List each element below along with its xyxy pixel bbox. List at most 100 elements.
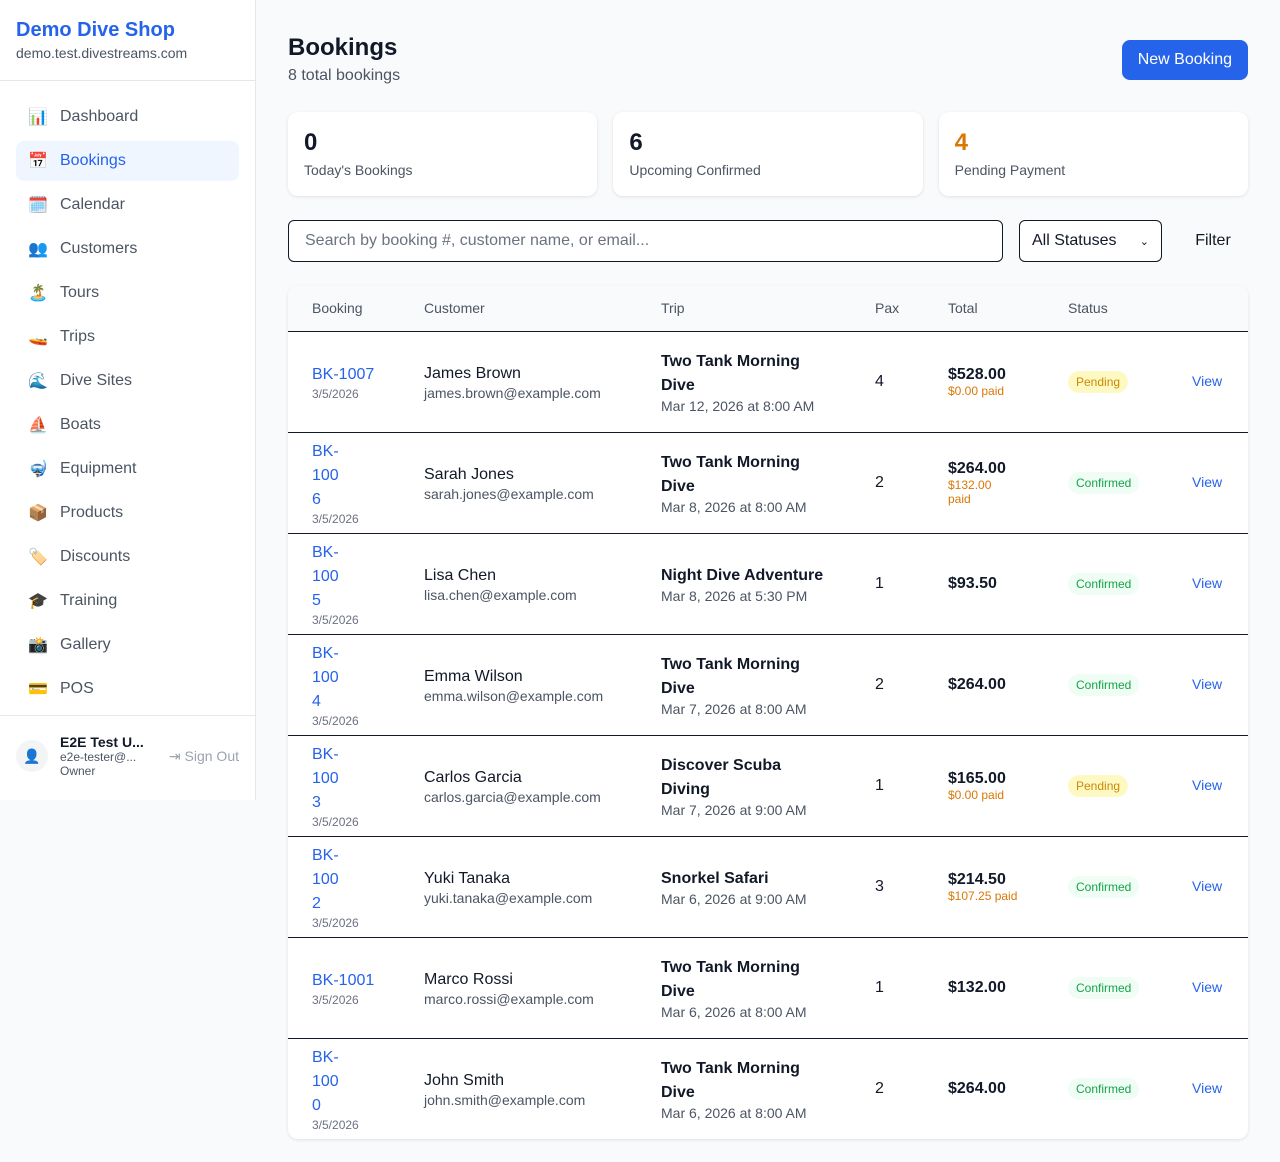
customer-email: carlos.garcia@example.com [424, 788, 601, 805]
camera-icon: 📸 [28, 637, 48, 654]
total: $132.00 [948, 978, 1006, 996]
booking-id-link[interactable]: BK-1003 [312, 745, 339, 811]
bookings-table: Booking Customer Trip Pax Total Status BK-100… [288, 286, 1248, 1139]
page-subtitle: 8 total bookings [288, 67, 401, 84]
view-link[interactable]: View [1192, 877, 1223, 894]
customer-name: Sarah Jones [424, 465, 514, 483]
booking-id-link[interactable]: BK-1002 [312, 846, 339, 912]
pax: 2 [875, 1079, 884, 1097]
paid-amount: $132.00 paid [948, 477, 992, 506]
sign-out-button[interactable]: ⇥ Sign Out [169, 748, 239, 765]
sidebar-item-pos[interactable]: 💳 POS [16, 669, 239, 709]
view-link[interactable]: View [1192, 1079, 1223, 1096]
trip-date: Mar 6, 2026 at 8:00 AM [661, 1003, 807, 1020]
stat-value: 4 [954, 129, 969, 156]
view-link[interactable]: View [1192, 473, 1223, 490]
sidebar-item-label: Discounts [60, 548, 131, 565]
column-header [1168, 286, 1248, 332]
pax: 1 [875, 574, 884, 592]
total: $264.00 [948, 459, 1006, 477]
user-avatar-icon: 👤 [16, 740, 48, 772]
sidebar-item-products[interactable]: 📦 Products [16, 493, 239, 533]
user-role: Owner [60, 764, 96, 778]
trip-date: Mar 6, 2026 at 9:00 AM [661, 890, 807, 907]
booking-date: 3/5/2026 [312, 992, 359, 1007]
sidebar-item-label: Tours [60, 284, 100, 301]
credit-card-icon: 💳 [28, 681, 48, 698]
pax: 1 [875, 776, 884, 794]
sidebar-item-dive-sites[interactable]: 🌊 Dive Sites [16, 361, 239, 401]
total: $93.50 [948, 574, 997, 592]
sidebar-item-tours[interactable]: 🏝️ Tours [16, 273, 239, 313]
filter-button[interactable]: Filter [1195, 232, 1231, 249]
sidebar-item-calendar[interactable]: 🗓️ Calendar [16, 185, 239, 225]
view-link[interactable]: View [1192, 978, 1223, 995]
booking-id-link[interactable]: BK-1007 [312, 365, 375, 383]
sidebar-item-label: Dashboard [60, 108, 139, 125]
table-row: BK-1005 3/5/2026 Lisa Chen lisa.chen@examp… [288, 533, 1248, 634]
status-select-value: All Statuses [1032, 232, 1117, 249]
booking-id-link[interactable]: BK-1004 [312, 644, 339, 710]
search-input[interactable] [288, 220, 1003, 262]
view-link[interactable]: View [1192, 776, 1223, 793]
status-select[interactable]: All Statuses ⌄ [1019, 220, 1162, 262]
pax: 2 [875, 675, 884, 693]
sidebar-item-label: Equipment [60, 460, 137, 477]
diving-mask-icon: 🤿 [28, 461, 48, 478]
sidebar-item-boats[interactable]: ⛵ Boats [16, 405, 239, 445]
status-badge: Confirmed [1068, 976, 1140, 999]
sidebar-item-dashboard[interactable]: 📊 Dashboard [16, 97, 239, 137]
stat-label: Upcoming Confirmed [629, 162, 761, 178]
shop-domain: demo.test.divestreams.com [16, 45, 188, 61]
sidebar-item-trips[interactable]: 🚤 Trips [16, 317, 239, 357]
island-icon: 🏝️ [28, 285, 48, 302]
booking-date: 3/5/2026 [312, 713, 359, 728]
sidebar-item-label: Calendar [60, 196, 125, 213]
shop-name[interactable]: Demo Dive Shop [16, 19, 175, 41]
booking-date: 3/5/2026 [312, 814, 359, 829]
stat-card: 0 Today's Bookings [288, 112, 598, 196]
status-badge: Confirmed [1068, 875, 1140, 898]
column-header: Trip [637, 286, 851, 332]
trip-name: Two Tank Morning Dive [661, 1059, 800, 1101]
sidebar-item-gallery[interactable]: 📸 Gallery [16, 625, 239, 665]
sidebar-item-training[interactable]: 🎓 Training [16, 581, 239, 621]
sidebar-item-discounts[interactable]: 🏷️ Discounts [16, 537, 239, 577]
sign-out-label: Sign Out [184, 747, 239, 764]
sidebar-item-label: Bookings [60, 152, 126, 169]
customer-email: james.brown@example.com [424, 384, 601, 401]
total: $264.00 [948, 675, 1006, 693]
view-link[interactable]: View [1192, 372, 1223, 389]
booking-id-link[interactable]: BK-1000 [312, 1048, 339, 1114]
stat-card: 4 Pending Payment [938, 112, 1248, 196]
column-header: Customer [400, 286, 637, 332]
tag-icon: 🏷️ [28, 549, 48, 566]
stat-label: Pending Payment [954, 162, 1066, 178]
package-icon: 📦 [28, 505, 48, 522]
sidebar-item-customers[interactable]: 👥 Customers [16, 229, 239, 269]
sidebar-item-label: Customers [60, 240, 138, 257]
column-header: Booking [288, 286, 400, 332]
status-badge: Confirmed [1068, 673, 1140, 696]
status-badge: Pending [1068, 370, 1129, 393]
customer-email: marco.rossi@example.com [424, 990, 594, 1007]
booking-id-link[interactable]: BK-1005 [312, 543, 339, 609]
trip-date: Mar 8, 2026 at 5:30 PM [661, 587, 808, 604]
trip-date: Mar 6, 2026 at 8:00 AM [661, 1104, 807, 1121]
paid-amount: $107.25 paid [948, 888, 1018, 903]
table-row: BK-1004 3/5/2026 Emma Wilson emma.wilson@e… [288, 634, 1248, 735]
sidebar-item-equipment[interactable]: 🤿 Equipment [16, 449, 239, 489]
customer-name: Marco Rossi [424, 970, 513, 988]
user-name: E2E Test U... [60, 734, 144, 750]
new-booking-button[interactable]: New Booking [1121, 40, 1248, 80]
booking-date: 3/5/2026 [312, 612, 359, 627]
sidebar-item-bookings[interactable]: 📅 Bookings [16, 141, 239, 181]
view-link[interactable]: View [1192, 574, 1223, 591]
booking-id-link[interactable]: BK-1001 [312, 971, 375, 989]
total: $165.00 [948, 769, 1006, 787]
booking-id-link[interactable]: BK-1006 [312, 442, 339, 508]
sidebar-item-label: Dive Sites [60, 372, 133, 389]
view-link[interactable]: View [1192, 675, 1223, 692]
customer-email: lisa.chen@example.com [424, 586, 577, 603]
sidebar-item-label: Trips [60, 328, 95, 345]
